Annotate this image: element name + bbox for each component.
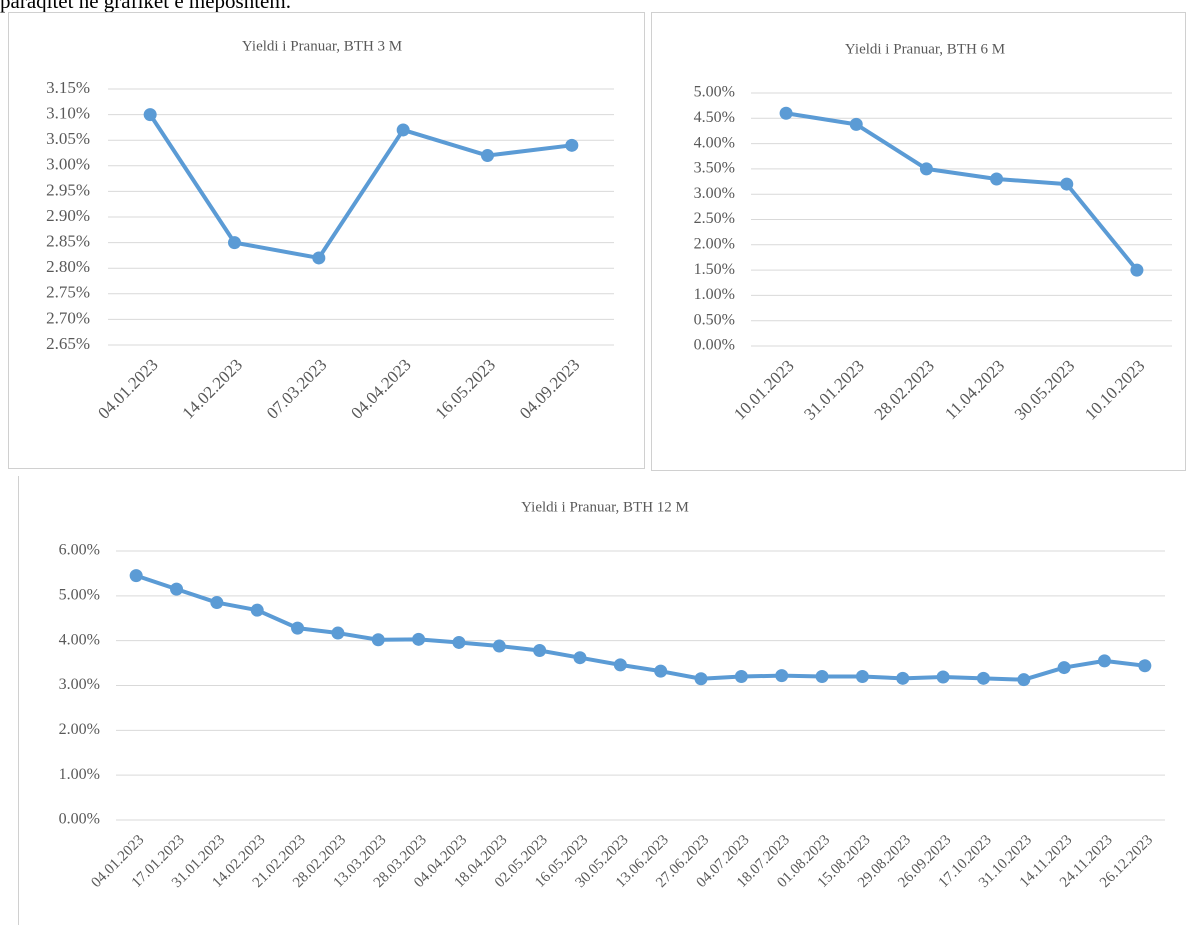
y-tick-label: 2.90% [46, 206, 90, 225]
chart-title: Yieldi i Pranuar, BTH 12 M [521, 499, 689, 515]
data-point [533, 644, 547, 658]
series-line [148, 113, 573, 260]
y-tick-label: 2.75% [46, 283, 90, 302]
series-line [785, 111, 1139, 272]
x-tick-label: 04.04.2023 [347, 355, 415, 423]
y-tick-label: 4.00% [59, 631, 100, 648]
y-tick-label: 2.50% [694, 210, 735, 227]
data-point [452, 635, 466, 649]
data-point [170, 582, 184, 596]
data-point [143, 108, 157, 122]
x-tick-label: 07.03.2023 [263, 355, 331, 423]
chart-title: Yieldi i Pranuar, BTH 6 M [845, 41, 1005, 57]
x-tick-label: 11.04.2023 [941, 356, 1008, 423]
data-point [1060, 177, 1074, 191]
y-tick-label: 2.00% [694, 235, 735, 252]
data-point [990, 172, 1004, 186]
x-tick-label: 31.01.2023 [800, 356, 868, 424]
y-tick-label: 2.85% [46, 232, 90, 251]
y-tick-label: 1.50% [694, 261, 735, 278]
data-point [228, 236, 241, 250]
data-point [412, 632, 426, 646]
data-point [849, 117, 863, 131]
data-point [936, 670, 950, 684]
y-tick-label: 5.00% [694, 84, 735, 101]
data-point [775, 669, 789, 683]
data-point [565, 138, 579, 152]
y-tick-label: 2.65% [46, 334, 90, 353]
y-tick-label: 3.15% [46, 78, 90, 97]
data-point [919, 162, 933, 176]
data-point [779, 106, 793, 120]
data-point [1130, 263, 1144, 277]
x-tick-label: 28.02.2023 [870, 356, 938, 424]
y-tick-label: 2.70% [46, 308, 90, 327]
y-tick-label: 6.00% [59, 542, 100, 559]
y-tick-label: 5.00% [59, 587, 100, 604]
data-point [129, 569, 143, 583]
y-tick-label: 3.00% [46, 155, 90, 174]
x-tick-label: 16.05.2023 [432, 355, 500, 423]
data-point [976, 671, 990, 685]
x-tick-label: 04.09.2023 [516, 355, 584, 423]
y-tick-label: 2.00% [59, 721, 100, 738]
data-point [481, 149, 494, 163]
series-line [135, 573, 1146, 682]
data-point [250, 603, 264, 617]
data-point [1017, 673, 1031, 687]
y-tick-label: 4.00% [694, 134, 735, 151]
data-point [734, 670, 748, 684]
y-tick-label: 4.50% [694, 109, 735, 126]
data-point [654, 664, 668, 678]
x-tick-label: 10.10.2023 [1081, 356, 1149, 424]
y-tick-label: 2.95% [46, 180, 90, 199]
y-tick-label: 0.50% [694, 311, 735, 328]
chart-frame [8, 12, 645, 469]
data-point [396, 123, 410, 137]
data-point [613, 658, 627, 672]
data-point [815, 670, 829, 684]
y-tick-label: 3.50% [694, 160, 735, 177]
data-point [855, 670, 869, 684]
data-point [896, 671, 910, 685]
y-tick-label: 2.80% [46, 257, 90, 276]
data-point [312, 251, 326, 265]
x-tick-label: 14.02.2023 [179, 355, 247, 423]
data-point [1138, 659, 1152, 673]
data-point [694, 672, 708, 686]
data-point [371, 633, 385, 647]
data-point [210, 596, 224, 610]
y-tick-label: 3.05% [46, 129, 90, 148]
y-tick-label: 3.10% [46, 104, 90, 123]
data-point [492, 639, 506, 653]
y-tick-label: 3.00% [59, 676, 100, 693]
chart-title: Yieldi i Pranuar, BTH 3 M [242, 38, 402, 54]
caption: paraqitet në grafikët e mëposhtëm. [0, 0, 291, 13]
x-tick-label: 30.05.2023 [1011, 356, 1079, 424]
y-tick-label: 0.00% [59, 811, 100, 828]
y-tick-label: 0.00% [694, 337, 735, 354]
data-point [1057, 661, 1071, 675]
x-tick-label: 04.01.2023 [94, 355, 162, 423]
data-point [1097, 654, 1111, 668]
data-point [291, 621, 305, 635]
y-tick-label: 1.00% [59, 766, 100, 783]
data-point [573, 651, 587, 665]
y-tick-label: 1.00% [694, 286, 735, 303]
data-point [331, 626, 345, 640]
x-tick-label: 10.01.2023 [730, 356, 798, 424]
y-tick-label: 3.00% [694, 185, 735, 202]
